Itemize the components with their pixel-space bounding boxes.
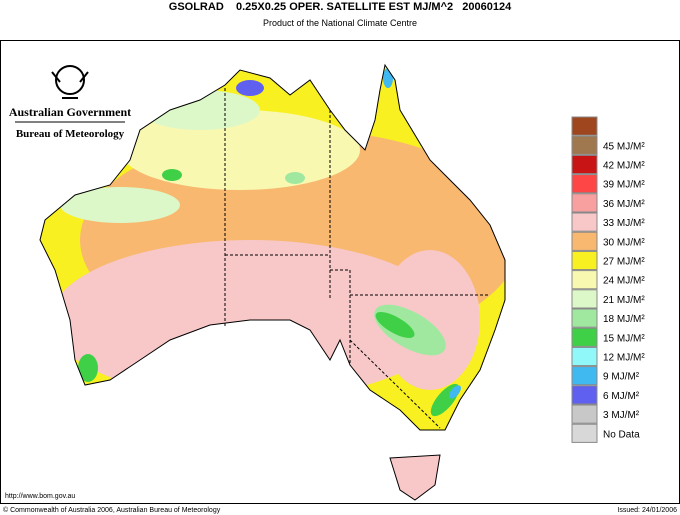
legend-label: 21 MJ/M² [603, 295, 645, 306]
legend-label: 12 MJ/M² [603, 353, 645, 364]
copyright: © Commonwealth of Australia 2006, Austra… [3, 506, 221, 514]
legend-swatch [571, 154, 598, 175]
legend-swatch [571, 250, 598, 271]
legend: 45 MJ/M² 42 MJ/M² 39 MJ/M² 36 MJ/M² 33 MJ/M²… [571, 116, 645, 443]
legend-swatch [571, 366, 598, 386]
issued: Issued: 24/01/2006 [617, 507, 677, 514]
logo: Australian Government Bureau of Meteorol… [9, 65, 131, 140]
legend-label: 9 MJ/M² [603, 372, 640, 383]
url: http://www.bom.gov.au [5, 493, 75, 500]
legend-swatch [571, 289, 598, 309]
title: GSOLRAD 0.25X0.25 OPER. SATELLITE EST MJ… [169, 1, 512, 13]
legend-label: 42 MJ/M² [603, 161, 645, 172]
state-borders [224, 88, 490, 429]
legend-swatch [571, 327, 598, 347]
legend-swatch [571, 308, 598, 328]
legend-swatch [571, 193, 598, 213]
subtitle: Product of the National Climate Centre [263, 18, 417, 28]
legend-swatch [571, 231, 598, 251]
legend-label: 24 MJ/M² [603, 276, 645, 287]
legend-swatch [571, 346, 598, 367]
legend-label: 3 MJ/M² [603, 410, 640, 421]
bureau-name: Bureau of Meteorology [16, 128, 125, 140]
tasmania [389, 454, 441, 501]
legend-label: 15 MJ/M² [603, 333, 645, 344]
legend-swatch [571, 212, 598, 232]
legend-swatch [571, 385, 598, 405]
legend-label: 18 MJ/M² [603, 314, 645, 325]
legend-label: No Data [603, 429, 640, 440]
legend-label: 33 MJ/M² [603, 218, 645, 229]
legend-swatch [571, 135, 598, 155]
legend-label: 27 MJ/M² [603, 257, 645, 268]
legend-label: 45 MJ/M² [603, 141, 645, 152]
legend-swatch [571, 116, 598, 136]
legend-label: 39 MJ/M² [603, 180, 645, 191]
legend-label: 36 MJ/M² [603, 199, 645, 210]
legend-swatch [571, 423, 598, 443]
legend-label: 6 MJ/M² [603, 391, 640, 402]
legend-swatch [571, 174, 598, 194]
government-name: Australian Government [9, 105, 131, 119]
legend-label: 30 MJ/M² [603, 237, 645, 248]
legend-swatch [571, 270, 598, 290]
legend-swatch [571, 404, 598, 424]
